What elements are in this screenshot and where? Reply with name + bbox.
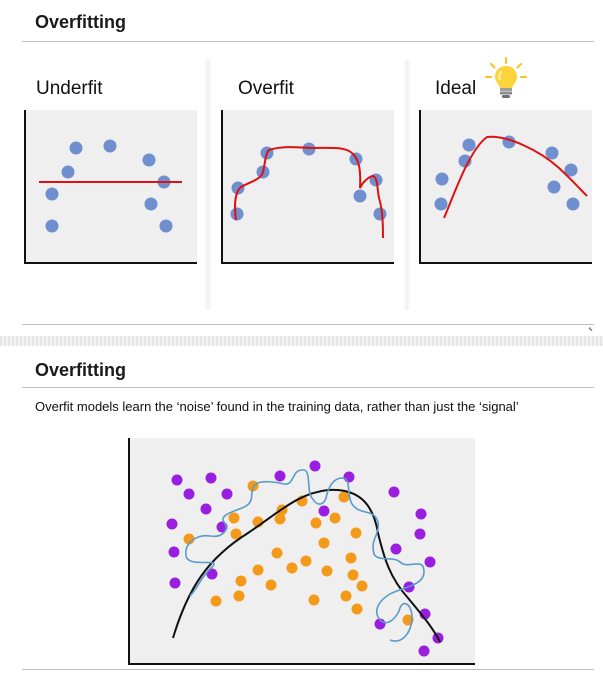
purple-point	[414, 528, 426, 540]
data-point	[547, 180, 561, 194]
purple-point	[166, 518, 178, 530]
orange-point	[233, 590, 245, 602]
data-point	[103, 139, 117, 153]
title-divider	[22, 387, 594, 388]
orange-point	[345, 552, 357, 564]
purple-point	[415, 508, 427, 520]
slide2-title: Overfitting	[35, 360, 127, 380]
orange-point	[308, 594, 320, 606]
orange-point	[228, 512, 240, 524]
orange-point	[300, 555, 312, 567]
purple-point	[200, 503, 212, 515]
class-orange-points	[183, 480, 414, 626]
orange-point	[402, 614, 414, 626]
purple-point	[390, 543, 402, 555]
data-point	[45, 187, 59, 201]
data-point	[462, 138, 476, 152]
ideal-curve	[443, 135, 588, 219]
orange-point	[338, 491, 350, 503]
overfit-decision-boundary	[185, 469, 425, 642]
slide1-bottom-divider	[22, 324, 594, 325]
orange-point	[329, 512, 341, 524]
data-point	[302, 142, 316, 156]
purple-point	[168, 546, 180, 558]
lightbulb-icon	[485, 57, 527, 98]
panel-label-overfit: Overfit	[238, 78, 294, 99]
purple-point	[424, 556, 436, 568]
orange-point	[274, 513, 286, 525]
purple-point	[205, 472, 217, 484]
classification-plot	[128, 438, 475, 665]
overfit-plot	[221, 110, 394, 264]
panel-label-underfit: Underfit	[36, 78, 103, 99]
slide-separator	[0, 336, 603, 346]
orange-point	[235, 575, 247, 587]
class-purple-points	[166, 460, 444, 657]
orange-point	[340, 590, 352, 602]
purple-point	[318, 505, 330, 517]
data-point	[353, 189, 367, 203]
data-point	[231, 181, 245, 195]
data-point	[69, 141, 83, 155]
data-point	[458, 154, 472, 168]
orange-point	[350, 527, 362, 539]
panel-separator	[403, 60, 411, 310]
slide1-title: Overfitting	[35, 12, 127, 32]
data-point	[434, 197, 448, 211]
orange-point	[271, 547, 283, 559]
slide2-bottom-divider	[22, 669, 594, 670]
smooth-decision-boundary	[172, 488, 441, 643]
purple-point	[206, 568, 218, 580]
data-point	[564, 163, 578, 177]
orange-point	[351, 603, 363, 615]
data-point	[45, 219, 59, 233]
purple-point	[343, 471, 355, 483]
data-point	[159, 219, 173, 233]
purple-point	[388, 486, 400, 498]
orange-point	[321, 565, 333, 577]
data-point	[61, 165, 75, 179]
orange-point	[318, 537, 330, 549]
title-divider	[22, 41, 594, 42]
underfit-plot	[24, 110, 197, 264]
orange-point	[265, 579, 277, 591]
orange-point	[210, 595, 222, 607]
orange-point	[230, 528, 242, 540]
data-point	[373, 207, 387, 221]
purple-point	[309, 460, 321, 472]
data-point	[142, 153, 156, 167]
orange-point	[356, 580, 368, 592]
orange-point	[347, 569, 359, 581]
panel-separator	[204, 60, 212, 310]
slide2-description: Overfit models learn the ‘noise’ found i…	[35, 399, 519, 414]
data-point	[435, 172, 449, 186]
slide-overfitting-noise: Overfitting Overfit models learn the ‘no…	[0, 346, 603, 674]
ideal-plot	[419, 110, 592, 264]
purple-point	[221, 488, 233, 500]
data-point	[144, 197, 158, 211]
orange-point	[286, 562, 298, 574]
corner-mark: ⬉	[588, 327, 594, 333]
purple-point	[274, 470, 286, 482]
purple-point	[418, 645, 430, 657]
data-point	[545, 146, 559, 160]
data-point	[230, 207, 244, 221]
slide-underfit-overfit-ideal: Overfitting Underfit Overfit Ideal	[0, 0, 603, 336]
overfit-curve	[234, 146, 384, 239]
purple-point	[183, 488, 195, 500]
purple-point	[169, 577, 181, 589]
orange-point	[310, 517, 322, 529]
purple-point	[171, 474, 183, 486]
orange-point	[252, 564, 264, 576]
data-point	[566, 197, 580, 211]
panel-label-ideal: Ideal	[435, 78, 477, 99]
